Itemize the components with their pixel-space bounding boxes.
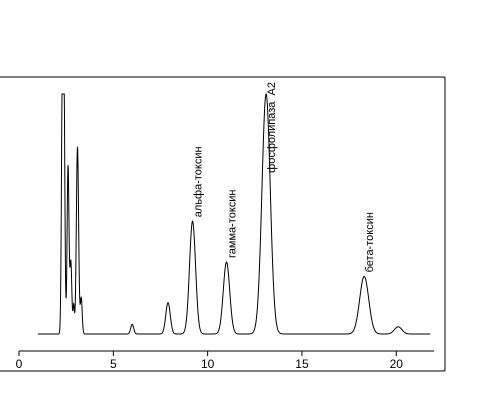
x-tick-label: 15 — [295, 357, 309, 371]
peak-annotation: гамма-токсин — [227, 190, 239, 258]
series-layer — [37, 93, 431, 335]
peak-annotation: альфа-токсин — [193, 146, 205, 217]
peak-annotation: фосфолипаза А2 — [266, 82, 278, 173]
chromatogram-trace — [37, 93, 431, 335]
x-tick-label: 5 — [110, 357, 117, 371]
peak-annotation: бета-токсин — [364, 212, 376, 272]
x-tick-label: 0 — [16, 357, 23, 371]
x-axis: 0 5 10 15 20 — [16, 350, 434, 371]
x-tick-label: 10 — [201, 357, 215, 371]
annotation-layer: альфа-токсин гамма-токсин фосфолипаза А2 бе… — [193, 82, 377, 272]
x-tick-label: 20 — [390, 357, 404, 371]
